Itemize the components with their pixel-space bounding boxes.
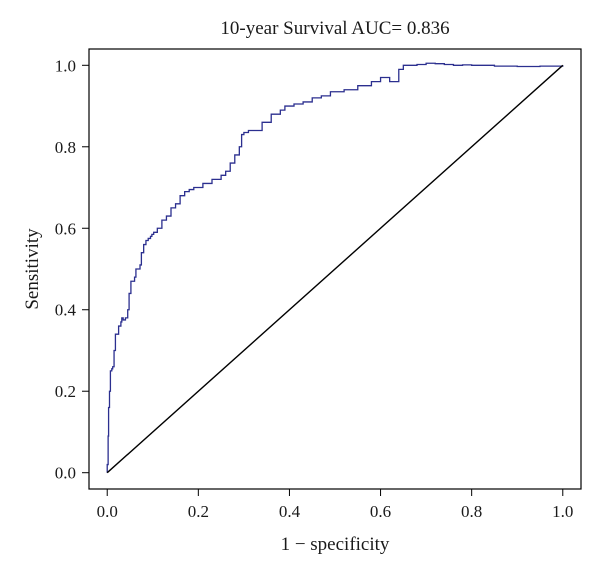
y-axis-ticks: 0.0 0.2 0.4 0.6 0.8 1.0 — [55, 56, 89, 483]
y-tick-label: 0.6 — [55, 219, 76, 238]
chart-title: 10-year Survival AUC= 0.836 — [220, 18, 449, 39]
x-tick-label: 0.6 — [370, 502, 391, 521]
x-axis-label: 1 − specificity — [281, 534, 390, 555]
x-tick-label: 0.4 — [279, 502, 301, 521]
reference-diagonal-line — [106, 64, 564, 474]
y-tick-label: 0.8 — [55, 138, 76, 157]
y-tick-label: 0.4 — [55, 301, 77, 320]
x-tick-label: 1.0 — [552, 502, 573, 521]
y-tick-label: 1.0 — [55, 56, 76, 75]
y-axis-label: Sensitivity — [22, 228, 43, 310]
x-axis-ticks: 0.0 0.2 0.4 0.6 0.8 1.0 — [97, 489, 573, 521]
x-tick-label: 0.2 — [188, 502, 209, 521]
x-tick-label: 0.0 — [97, 502, 118, 521]
y-tick-label: 0.0 — [55, 464, 76, 483]
y-tick-label: 0.2 — [55, 382, 76, 401]
x-tick-label: 0.8 — [461, 502, 482, 521]
series-layer — [106, 62, 564, 474]
roc-curve-line — [106, 62, 564, 473]
plot-frame — [88, 48, 582, 490]
